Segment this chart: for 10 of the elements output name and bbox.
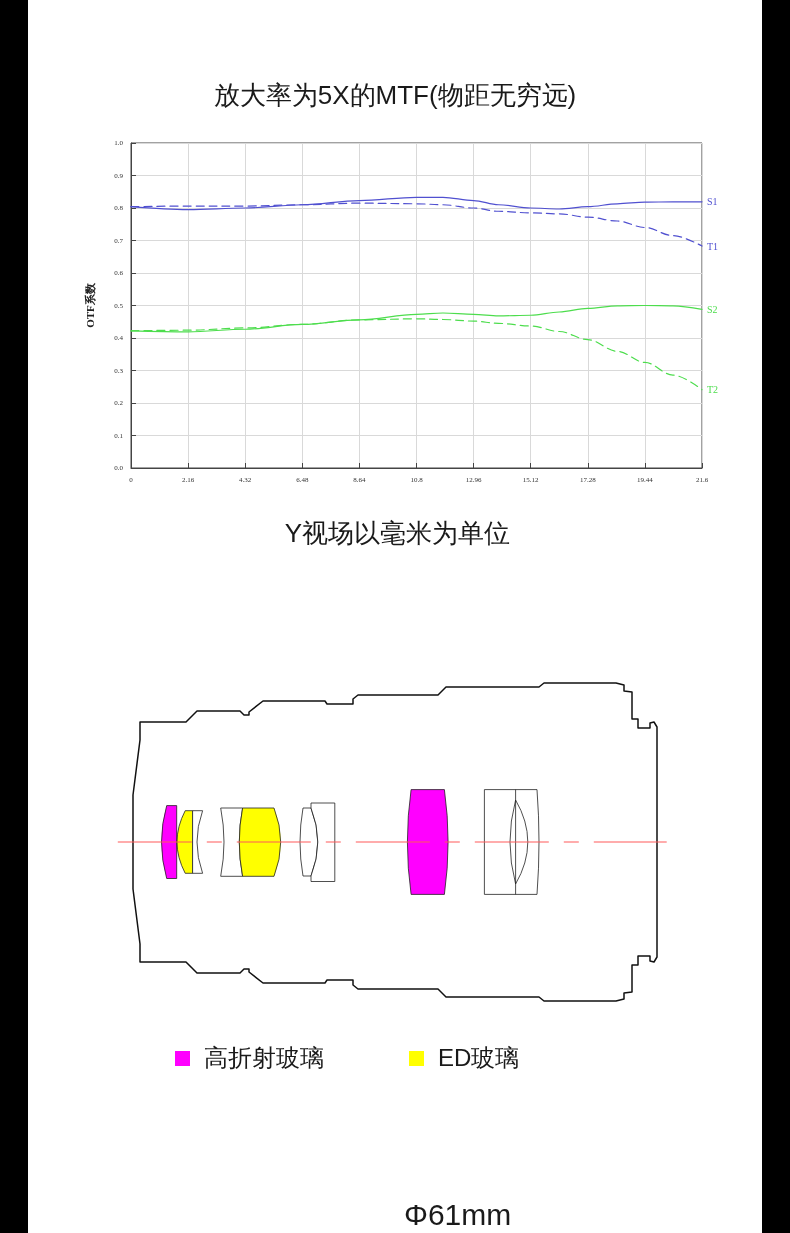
series-label: T1 [707,240,719,252]
text: ED玻璃 [438,1044,520,1071]
series-label: S1 [707,196,718,208]
series-label: T2 [707,384,719,396]
y-axis-title: OTF系数 [83,282,96,328]
series-label: S2 [707,303,718,315]
x-axis-title: Y视场以毫米为单位 [284,518,511,548]
chart-title: 放大率为5X的MTF(物距无穷远) [213,80,577,110]
text: 高折射玻璃 [204,1044,324,1071]
text: Φ61mm [404,1198,512,1231]
